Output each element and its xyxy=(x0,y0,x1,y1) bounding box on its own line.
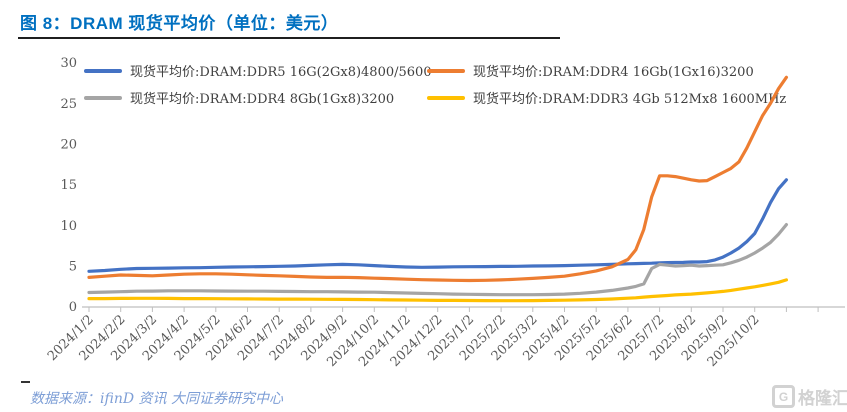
data-source-note: 数据来源：ifinD 资讯 大同证券研究中心 xyxy=(30,391,283,407)
watermark-gelonghui: G 格隆汇 xyxy=(772,384,847,409)
figure-title: 图 8：DRAM 现货平均价（单位：美元） xyxy=(20,14,339,33)
source-dash xyxy=(21,381,30,383)
series-line-3 xyxy=(87,278,789,303)
watermark-text: 格隆汇 xyxy=(798,389,847,408)
y-axis-tick-label: 0 xyxy=(69,300,77,315)
legend-row: 现货平均价:DRAM:DDR4 8Gb(1Gx8)3200 现货平均价:DRAM… xyxy=(84,84,786,111)
legend-item-ddr4-8gb: 现货平均价:DRAM:DDR4 8Gb(1Gx8)3200 xyxy=(84,88,427,107)
series-line-2 xyxy=(87,223,789,297)
y-axis-tick-label: 25 xyxy=(60,97,77,112)
legend-item-ddr5: 现货平均价:DRAM:DDR5 16G(2Gx8)4800/5600 xyxy=(84,61,432,80)
legend-item-ddr4-16gb: 现货平均价:DRAM:DDR4 16Gb(1Gx16)3200 xyxy=(427,61,754,80)
series-line-0 xyxy=(87,178,789,273)
y-axis-tick-label: 30 xyxy=(60,56,77,71)
legend-label-ddr4-16gb: 现货平均价:DRAM:DDR4 16Gb(1Gx16)3200 xyxy=(473,65,754,80)
legend-label-ddr5: 现货平均价:DRAM:DDR5 16G(2Gx8)4800/5600 xyxy=(130,65,432,80)
legend-swatch-ddr4-16gb xyxy=(427,68,465,73)
y-axis-tick-label: 15 xyxy=(60,178,77,193)
series-line-1 xyxy=(87,75,789,283)
legend-item-ddr3: 现货平均价:DRAM:DDR3 4Gb 512Mx8 1600MHz xyxy=(427,88,786,107)
legend-swatch-ddr3 xyxy=(427,95,465,100)
title-underline xyxy=(18,37,560,39)
gelonghui-logo-icon: G xyxy=(772,385,795,408)
legend-label-ddr4-8gb: 现货平均价:DRAM:DDR4 8Gb(1Gx8)3200 xyxy=(130,92,395,107)
legend-label-ddr3: 现货平均价:DRAM:DDR3 4Gb 512Mx8 1600MHz xyxy=(473,92,787,107)
legend-swatch-ddr5 xyxy=(84,68,122,73)
legend-swatch-ddr4-8gb xyxy=(84,95,122,100)
y-axis-tick-label: 5 xyxy=(69,260,77,275)
legend-row: 现货平均价:DRAM:DDR5 16G(2Gx8)4800/5600 现货平均价… xyxy=(84,57,786,84)
chart-legend: 现货平均价:DRAM:DDR5 16G(2Gx8)4800/5600 现货平均价… xyxy=(84,57,786,111)
y-axis-tick-label: 20 xyxy=(60,138,77,153)
y-axis-tick-label: 10 xyxy=(60,219,77,234)
